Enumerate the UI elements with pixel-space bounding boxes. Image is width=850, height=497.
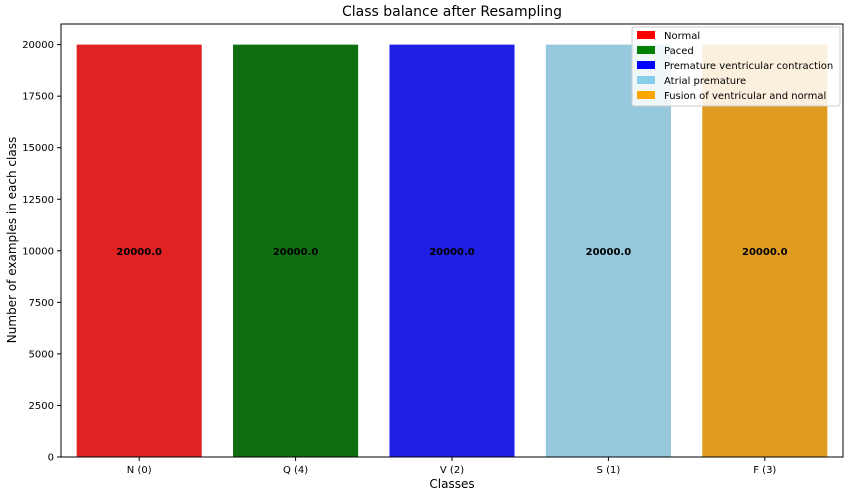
legend-label-1: Paced	[664, 46, 694, 57]
legend-label-3: Atrial premature	[664, 76, 746, 87]
y-tick-label-7: 17500	[22, 92, 54, 103]
bar-data-label-0: 20000.0	[116, 247, 162, 258]
y-tick-label-6: 15000	[22, 143, 54, 154]
legend: Normal Paced Premature ventricular contrac…	[631, 26, 841, 107]
bar-labels-layer: 20000.0 20000.0 20000.0 20000.0 20000.0	[116, 247, 787, 258]
bar-0	[76, 44, 202, 457]
legend-label-4: Fusion of ventricular and normal	[664, 91, 826, 102]
x-axis: N (0) Q (4) V (2) S (1) F (3)	[127, 457, 776, 476]
y-tick-label-2: 5000	[29, 349, 54, 360]
legend-swatch-1	[637, 46, 655, 54]
y-tick-label-4: 10000	[22, 246, 54, 257]
y-tick-label-0: 0	[48, 453, 54, 464]
x-tick-label-3: S (1)	[597, 465, 621, 476]
bar-3	[545, 44, 671, 457]
y-tick-label-1: 2500	[29, 401, 54, 412]
x-tick-label-1: Q (4)	[283, 465, 308, 476]
y-tick-label-3: 7500	[29, 298, 54, 309]
bar-2	[389, 44, 515, 457]
x-axis-label: Classes	[429, 477, 474, 491]
legend-box	[631, 26, 841, 107]
bar-data-label-2: 20000.0	[429, 247, 475, 258]
y-tick-label-5: 12500	[22, 195, 54, 206]
bar-data-label-1: 20000.0	[273, 247, 319, 258]
bar-data-label-4: 20000.0	[742, 247, 788, 258]
y-tick-label-8: 20000	[22, 40, 54, 51]
legend-swatch-4	[637, 91, 655, 99]
x-tick-label-0: N (0)	[127, 465, 152, 476]
legend-swatch-0	[637, 31, 655, 39]
chart-title: Class balance after Resampling	[342, 4, 562, 20]
bar-data-label-3: 20000.0	[586, 247, 632, 258]
x-tick-label-4: F (3)	[753, 465, 776, 476]
legend-label-2: Premature ventricular contraction	[664, 61, 833, 72]
bar-4	[702, 44, 828, 457]
x-tick-label-2: V (2)	[440, 465, 464, 476]
y-axis-label: Number of examples in each class	[5, 137, 19, 343]
legend-swatch-2	[637, 61, 655, 69]
bar-1	[233, 44, 359, 457]
legend-label-0: Normal	[664, 31, 700, 42]
bars-layer	[76, 44, 828, 457]
y-axis: 0 2500 5000 7500 10000 12500 15000 17500 20000	[22, 40, 61, 464]
legend-swatch-3	[637, 76, 655, 84]
